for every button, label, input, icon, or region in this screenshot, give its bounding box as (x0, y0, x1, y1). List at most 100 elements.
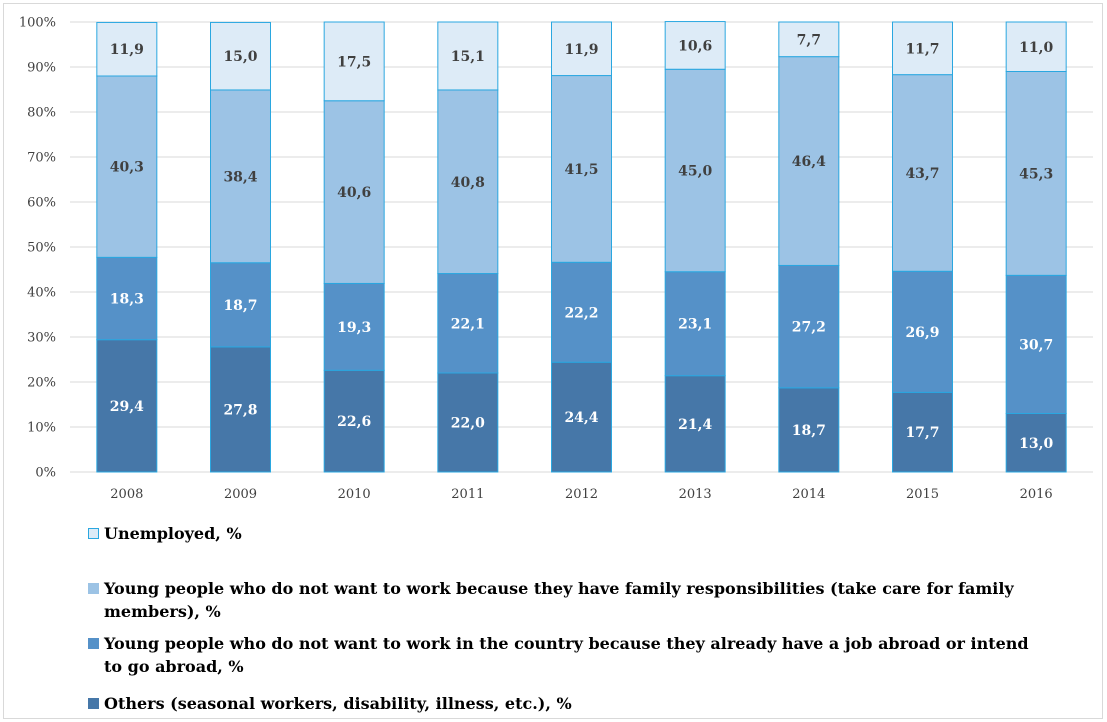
data-label: 45,0 (678, 164, 712, 180)
bar-segment (1005, 274, 1067, 414)
data-label: 43,7 (905, 166, 939, 182)
data-label: 22,6 (337, 414, 371, 430)
data-label: 40,3 (110, 160, 144, 176)
legend-label: Young people who do not want to work in … (104, 634, 1029, 676)
data-label: 11,7 (905, 41, 939, 57)
x-tick-label: 2012 (565, 487, 598, 502)
bar-segment (664, 271, 726, 377)
data-label: 17,5 (337, 54, 371, 70)
data-label: 27,2 (792, 320, 826, 336)
legend-label: Unemployed, % (104, 524, 242, 543)
y-tick-label: 30% (27, 331, 56, 346)
data-label: 40,6 (337, 185, 371, 201)
y-tick-label: 100% (19, 16, 56, 31)
data-label: 10,6 (678, 38, 712, 54)
legend-item: Others (seasonal workers, disability, il… (88, 692, 1048, 715)
bar-segment (892, 391, 953, 473)
bar-segment (551, 361, 612, 473)
bar-segment (323, 21, 385, 102)
data-label: 18,7 (223, 298, 257, 314)
bar-segment (551, 21, 612, 77)
data-label: 27,8 (223, 402, 257, 418)
data-label: 22,2 (564, 305, 598, 321)
bar-segment (551, 75, 612, 263)
legend-item: Unemployed, % (88, 522, 1048, 545)
data-label: 46,4 (792, 154, 826, 170)
y-tick-label: 90% (27, 61, 56, 76)
data-label: 18,7 (792, 423, 826, 439)
data-label: 19,3 (337, 320, 371, 336)
data-label: 38,4 (223, 169, 257, 185)
data-label: 21,4 (678, 417, 712, 433)
bar-segment (664, 375, 726, 473)
bar-segment (96, 75, 158, 258)
data-label: 26,9 (905, 325, 939, 341)
bar-segment (778, 56, 840, 266)
bar-segment (96, 21, 158, 77)
bar-segment (323, 282, 385, 371)
data-label: 18,3 (110, 292, 144, 308)
data-label: 15,0 (223, 49, 257, 65)
bar-segment (892, 21, 953, 76)
x-tick-label: 2014 (792, 487, 825, 502)
y-tick-label: 80% (27, 106, 56, 121)
bar-segment (778, 264, 840, 389)
bar-segment (551, 261, 612, 363)
bar-segment (664, 21, 726, 70)
legend-label: Young people who do not want to work bec… (104, 579, 1014, 621)
bar-segment (437, 21, 499, 91)
x-tick-label: 2009 (224, 487, 257, 502)
bar-segment (210, 89, 271, 264)
data-label: 22,1 (451, 316, 485, 332)
legend-item: Young people who do not want to work bec… (88, 577, 1048, 623)
x-tick-label: 2011 (451, 487, 484, 502)
data-label: 23,1 (678, 317, 712, 333)
data-label: 11,9 (110, 42, 144, 58)
x-tick-label: 2008 (110, 487, 143, 502)
data-label: 40,8 (451, 175, 485, 191)
bar-segment (778, 21, 840, 58)
bar-segment (892, 270, 953, 393)
x-tick-label: 2016 (1020, 487, 1053, 502)
bar-segment (1005, 71, 1067, 276)
y-tick-label: 70% (27, 151, 56, 166)
bar-segment (323, 369, 385, 473)
y-tick-label: 0% (35, 466, 56, 481)
data-label: 17,7 (905, 425, 939, 441)
data-label: 45,3 (1019, 166, 1053, 182)
bar-segment (664, 68, 726, 273)
chart-frame (3, 3, 1103, 719)
bar-segment (778, 387, 840, 473)
legend-swatch (88, 698, 99, 709)
data-label: 29,4 (110, 399, 144, 415)
legend-label: Others (seasonal workers, disability, il… (104, 694, 572, 713)
y-tick-label: 40% (27, 286, 56, 301)
x-tick-label: 2010 (338, 487, 371, 502)
legend-swatch (88, 528, 99, 539)
data-label: 30,7 (1019, 337, 1053, 353)
bar-segment (1005, 21, 1067, 72)
data-label: 11,9 (564, 42, 598, 58)
legend-item: Young people who do not want to work in … (88, 632, 1048, 678)
x-tick-label: 2015 (906, 487, 939, 502)
data-label: 41,5 (564, 162, 598, 178)
data-label: 13,0 (1019, 436, 1053, 452)
bar-segment (210, 21, 271, 91)
y-tick-label: 10% (27, 421, 56, 436)
legend-swatch (88, 583, 99, 594)
legend-swatch (88, 638, 99, 649)
y-tick-label: 60% (27, 196, 56, 211)
y-tick-label: 20% (27, 376, 56, 391)
stacked-bar-chart: 0% 10% 20% 30% 40% 50% 60% 70% 80% 90% 100% 29,4 18,… (19, 16, 1093, 502)
data-label: 11,0 (1019, 40, 1053, 56)
x-tick-label: 2013 (679, 487, 712, 502)
bar-segment (96, 339, 158, 473)
data-label: 24,4 (564, 410, 598, 426)
bar-segment (96, 256, 158, 341)
y-tick-label: 50% (27, 241, 56, 256)
data-label: 22,0 (451, 416, 485, 432)
bar-segment (1005, 413, 1067, 473)
data-label: 15,1 (451, 49, 485, 65)
data-label: 7,7 (797, 32, 821, 48)
bar-segment (323, 100, 385, 284)
